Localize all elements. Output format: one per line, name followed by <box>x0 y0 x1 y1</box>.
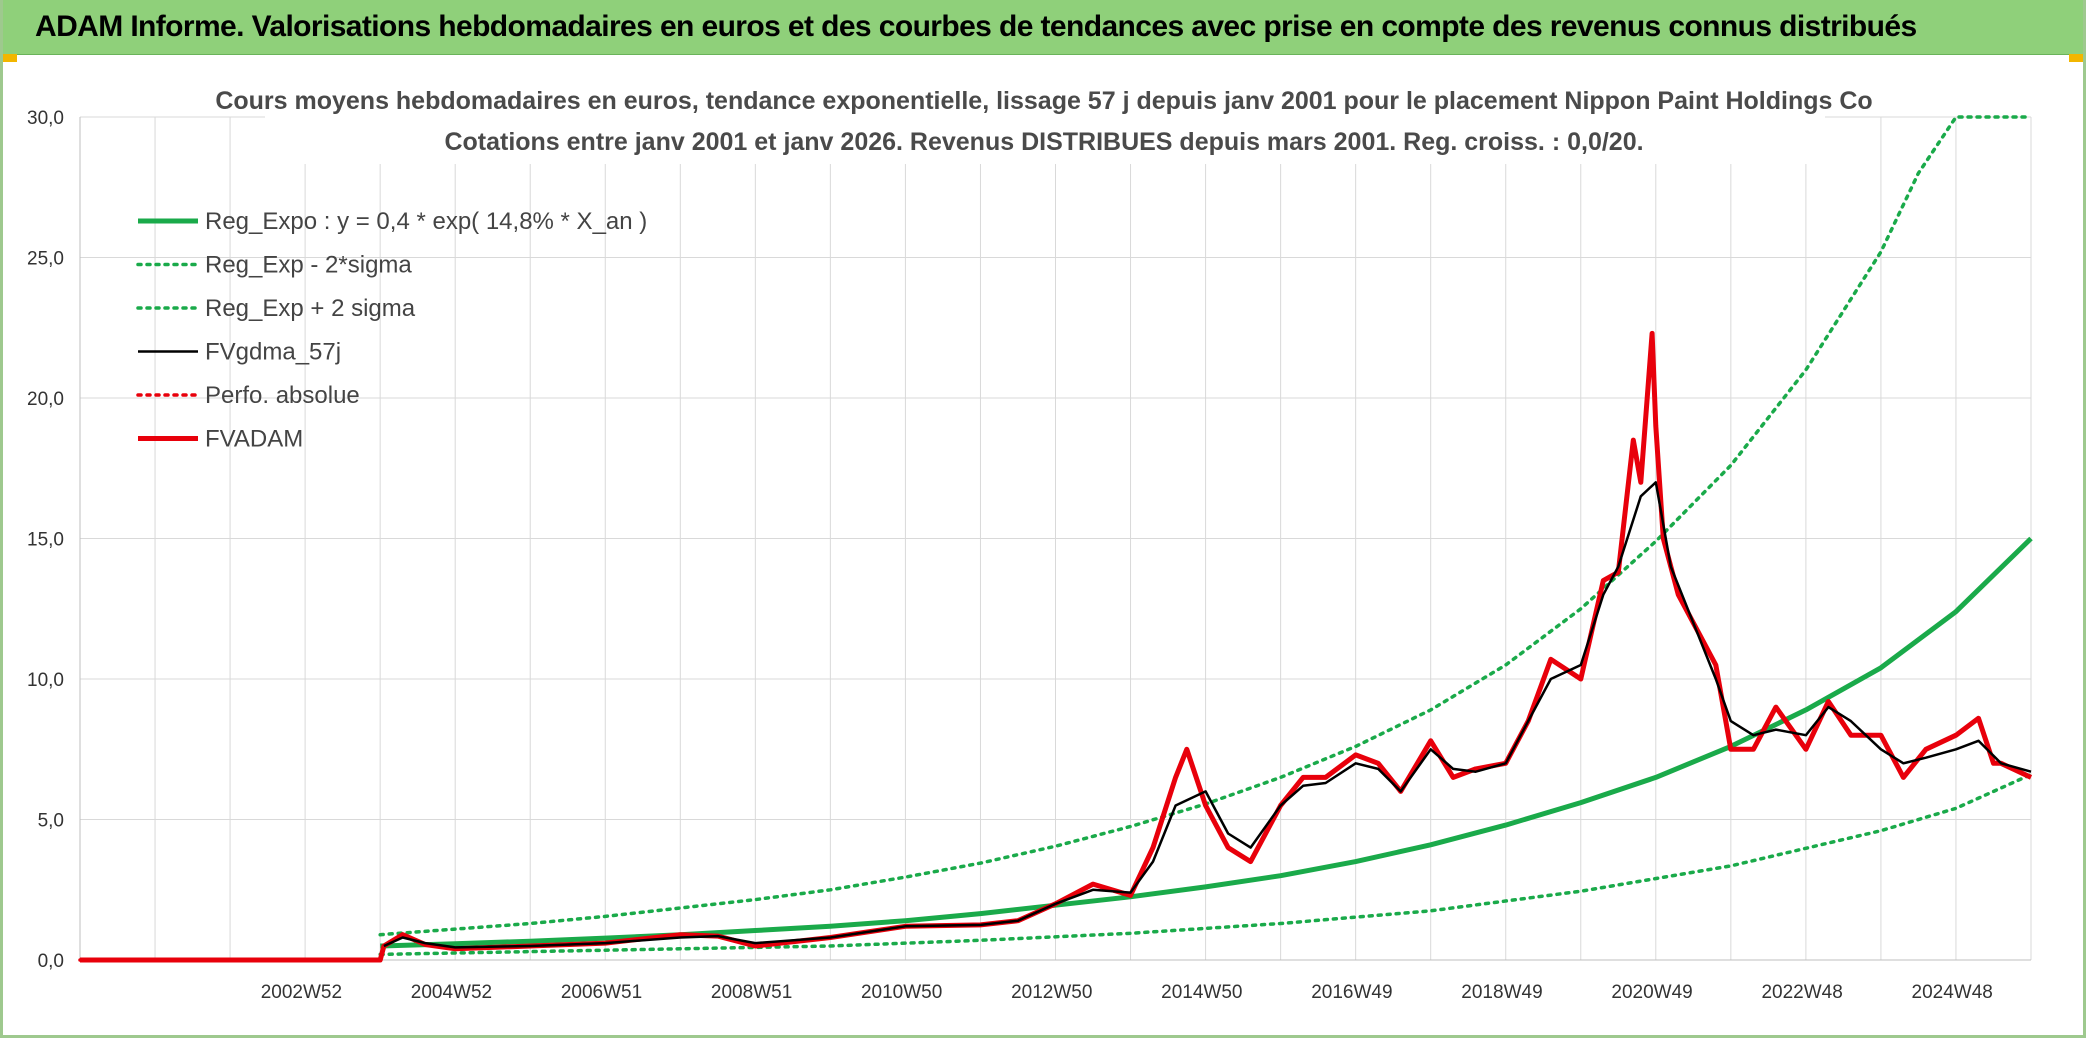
x-tick-label: 2008W51 <box>711 982 792 1003</box>
x-tick-label: 2018W49 <box>1461 982 1542 1003</box>
y-tick-label: 30,0 <box>27 108 64 129</box>
chart-title: Cours moyens hebdomadaires en euros, ten… <box>215 87 1872 115</box>
y-tick-label: 0,0 <box>38 951 64 972</box>
x-tick-label: 2002W52 <box>261 982 342 1003</box>
legend-entry: FVgdma_57j <box>205 339 341 366</box>
report-title: ADAM Informe. Valorisations hebdomadaire… <box>35 10 1917 43</box>
legend-entry: Reg_Exp - 2*sigma <box>205 252 412 279</box>
chart-subtitle: Cotations entre janv 2001 et janv 2026. … <box>444 128 1643 156</box>
corner-marker-right <box>2069 54 2083 62</box>
series-line-5 <box>80 330 2033 963</box>
x-tick-label: 2006W51 <box>561 982 642 1003</box>
series-line-1 <box>378 772 2033 957</box>
x-tick-label: 2016W49 <box>1311 982 1392 1003</box>
legend-entry: Reg_Expo : y = 0,4 * exp( 14,8% * X_an ) <box>205 208 647 235</box>
x-tick-label: 2022W48 <box>1761 982 1842 1003</box>
y-tick-label: 25,0 <box>27 249 64 270</box>
x-tick-label: 2020W49 <box>1611 982 1692 1003</box>
y-tick-label: 5,0 <box>38 811 64 832</box>
x-tick-label: 2024W48 <box>1912 982 1993 1003</box>
legend-entry: Reg_Exp + 2 sigma <box>205 295 416 322</box>
chart-titles: Cours moyens hebdomadaires en euros, ten… <box>215 82 1873 164</box>
y-tick-label: 10,0 <box>27 670 64 691</box>
x-tick-label: 2004W52 <box>411 982 492 1003</box>
price-chart: 0,0 5,0 10,0 15,0 20,0 25,0 30,0 2002W52 2004W52… <box>27 82 2033 1003</box>
legend-entry: FVADAM <box>205 426 303 453</box>
corner-marker-left <box>3 54 17 62</box>
x-tick-label: 2010W50 <box>861 982 942 1003</box>
x-tick-label: 2014W50 <box>1161 982 1242 1003</box>
series-line-2 <box>378 115 2033 937</box>
legend-entry: Perfo. absolue <box>205 382 360 409</box>
series-lines <box>78 115 2033 963</box>
y-tick-label: 20,0 <box>27 389 64 410</box>
y-tick-label: 15,0 <box>27 530 64 551</box>
x-tick-label: 2012W50 <box>1011 982 1092 1003</box>
series-line-3 <box>383 481 2032 949</box>
axes: 0,0 5,0 10,0 15,0 20,0 25,0 30,0 2002W52 2004W52… <box>27 108 2031 1003</box>
grid-lines <box>79 116 2032 961</box>
legend: Reg_Expo : y = 0,4 * exp( 14,8% * X_an )… <box>136 208 647 453</box>
chart-title-background <box>265 82 1825 164</box>
header-bar: ADAM Informe. Valorisations hebdomadaire… <box>3 0 2083 55</box>
